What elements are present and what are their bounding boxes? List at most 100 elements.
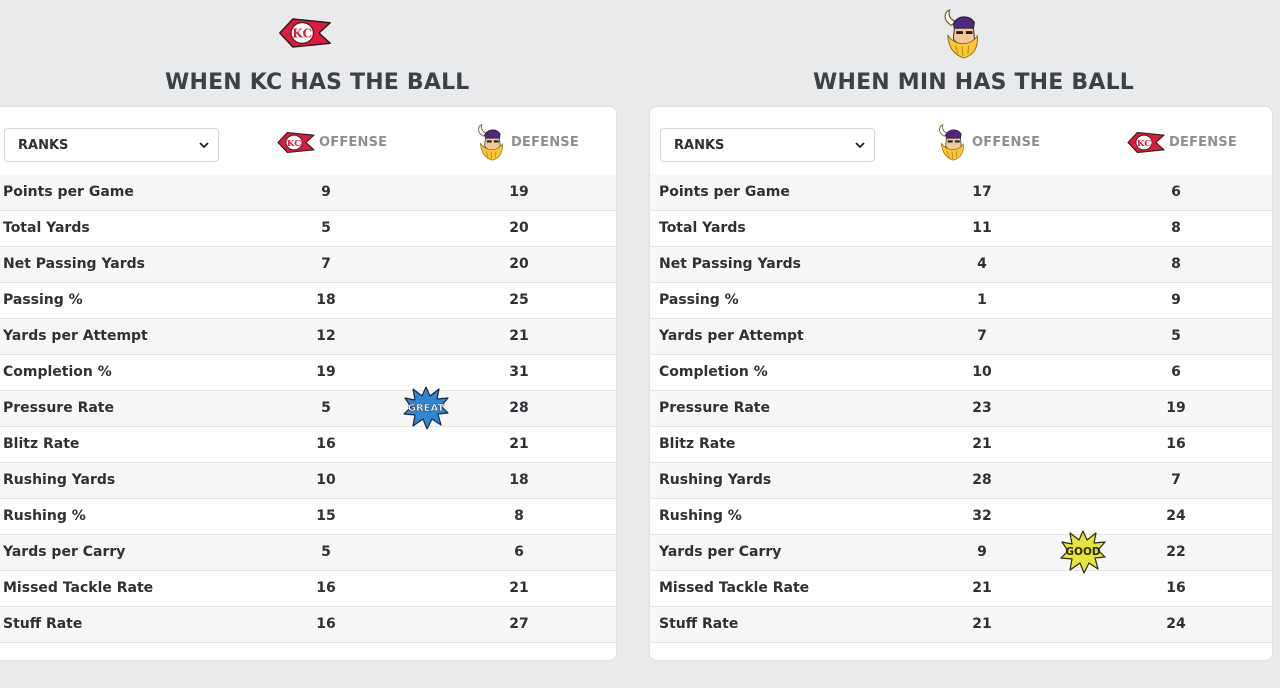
offense-rank: 18 <box>316 292 336 308</box>
stats-table: Points per Game 9 19 Total Yards 5 20 Net Pass… <box>0 175 616 643</box>
offense-rank: 21 <box>972 580 992 596</box>
offense-rank: 16 <box>316 616 336 632</box>
table-row: Yards per Attempt 12 21 <box>0 319 616 355</box>
defense-rank: 25 <box>509 292 529 308</box>
metric-label: Blitz Rate <box>659 436 736 452</box>
defense-rank: 19 <box>509 184 529 200</box>
offense-rank: 28 <box>972 472 992 488</box>
metric-label: Passing % <box>3 292 83 308</box>
defense-rank: 21 <box>509 328 529 344</box>
table-row: Passing % 18 25 <box>0 283 616 319</box>
offense-rank: 23 <box>972 400 992 416</box>
table-row: Stuff Rate 21 24 <box>650 607 1272 643</box>
metric-label: Yards per Attempt <box>659 328 804 344</box>
table-row: Yards per Carry 5 6 <box>0 535 616 571</box>
kc-chiefs-logo-icon <box>277 13 333 53</box>
chevron-down-icon <box>855 142 865 149</box>
offense-rank: 5 <box>321 220 331 236</box>
table-row: Points per Game 17 6 <box>650 175 1272 211</box>
chevron-down-icon <box>199 142 209 149</box>
defense-rank: 28 <box>509 400 529 416</box>
metric-label: Stuff Rate <box>659 616 739 632</box>
table-row: Yards per Attempt 7 5 <box>650 319 1272 355</box>
table-row: Net Passing Yards 7 20 <box>0 247 616 283</box>
table-row: Total Yards 11 8 <box>650 211 1272 247</box>
defense-rank: 5 <box>1171 328 1181 344</box>
metric-label: Passing % <box>659 292 739 308</box>
offense-header-label: OFFENSE <box>319 134 388 150</box>
offense-rank: 7 <box>321 256 331 272</box>
offense-rank: 4 <box>977 256 987 272</box>
offense-rank: 1 <box>977 292 987 308</box>
table-row: Completion % 10 6 <box>650 355 1272 391</box>
defense-column-header: DEFENSE <box>474 124 579 160</box>
defense-rank: 31 <box>509 364 529 380</box>
metric-label: Rushing Yards <box>659 472 772 488</box>
defense-rank: 27 <box>509 616 529 632</box>
great-badge-label: GREAT <box>408 403 445 414</box>
metric-label: Net Passing Yards <box>659 256 801 272</box>
defense-rank: 6 <box>1171 184 1181 200</box>
table-row: Passing % 1 9 <box>650 283 1272 319</box>
table-row: Rushing Yards 10 18 <box>0 463 616 499</box>
offense-rank: 19 <box>316 364 336 380</box>
section-title-min: WHEN MIN HAS THE BALL <box>813 70 1135 95</box>
metric-label: Yards per Attempt <box>3 328 148 344</box>
kc-chiefs-logo-icon <box>1126 129 1166 156</box>
offense-rank: 16 <box>316 580 336 596</box>
table-row: Rushing Yards 28 7 <box>650 463 1272 499</box>
table-row: Blitz Rate 21 16 <box>650 427 1272 463</box>
defense-rank: 8 <box>1171 256 1181 272</box>
defense-rank: 20 <box>509 256 529 272</box>
defense-rank: 8 <box>514 508 524 524</box>
table-row: Rushing % 15 8 <box>0 499 616 535</box>
defense-rank: 22 <box>1166 544 1186 560</box>
table-row: Pressure Rate 5 28 <box>0 391 616 427</box>
panel-header: RANKS OFFENSE DEFENSE <box>650 107 1272 175</box>
metric-label: Rushing Yards <box>3 472 116 488</box>
offense-rank: 15 <box>316 508 336 524</box>
offense-rank: 10 <box>972 364 992 380</box>
metric-label: Missed Tackle Rate <box>3 580 154 596</box>
metric-label: Rushing % <box>659 508 742 524</box>
good-badge-label: GOOD <box>1065 546 1100 558</box>
offense-rank: 5 <box>321 400 331 416</box>
ranks-select[interactable]: RANKS <box>4 128 219 162</box>
defense-rank: 9 <box>1171 292 1181 308</box>
metric-label: Yards per Carry <box>3 544 126 560</box>
metric-label: Pressure Rate <box>659 400 770 416</box>
good-badge-icon: GOOD <box>1060 530 1106 574</box>
defense-rank: 21 <box>509 436 529 452</box>
stats-table: Points per Game 17 6 Total Yards 11 8 Net Pass… <box>650 175 1272 643</box>
table-row: Points per Game 9 19 <box>0 175 616 211</box>
defense-rank: 6 <box>1171 364 1181 380</box>
metric-label: Points per Game <box>659 184 790 200</box>
defense-rank: 24 <box>1166 616 1186 632</box>
offense-column-header: OFFENSE <box>276 124 387 160</box>
panel-header: RANKS OFFENSE DEFENSE <box>0 107 616 175</box>
defense-rank: 20 <box>509 220 529 236</box>
offense-header-label: OFFENSE <box>972 134 1041 150</box>
metric-label: Net Passing Yards <box>3 256 145 272</box>
defense-rank: 16 <box>1166 580 1186 596</box>
offense-rank: 12 <box>316 328 336 344</box>
defense-rank: 16 <box>1166 436 1186 452</box>
min-vikings-logo-icon <box>474 124 508 161</box>
table-row: Yards per Carry 9 22 <box>650 535 1272 571</box>
ranks-select-label: RANKS <box>18 138 69 153</box>
offense-rank: 11 <box>972 220 992 236</box>
table-row: Pressure Rate 23 19 <box>650 391 1272 427</box>
defense-rank: 24 <box>1166 508 1186 524</box>
defense-column-header: DEFENSE <box>1126 124 1237 160</box>
kc-chiefs-logo-icon <box>276 129 316 156</box>
table-row: Missed Tackle Rate 21 16 <box>650 571 1272 607</box>
defense-header-label: DEFENSE <box>511 134 579 150</box>
min-offense-panel: RANKS OFFENSE DEFENSE Points per Game 17 6… <box>650 107 1272 660</box>
ranks-select[interactable]: RANKS <box>660 128 875 162</box>
min-vikings-logo-icon <box>939 6 985 62</box>
kc-offense-panel: RANKS OFFENSE DEFENSE Points per Game 9 19… <box>0 107 616 660</box>
offense-rank: 17 <box>972 184 992 200</box>
table-row: Missed Tackle Rate 16 21 <box>0 571 616 607</box>
section-title-kc: WHEN KC HAS THE BALL <box>165 70 470 95</box>
table-row: Completion % 19 31 <box>0 355 616 391</box>
